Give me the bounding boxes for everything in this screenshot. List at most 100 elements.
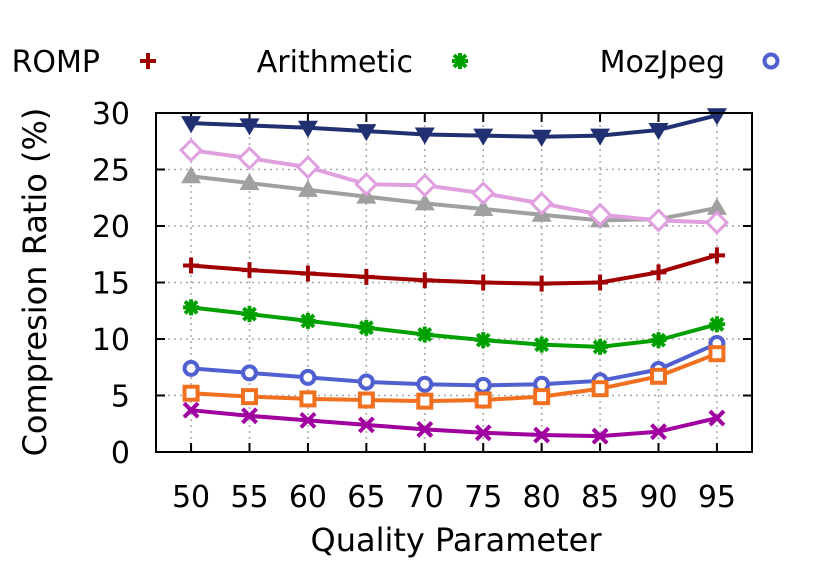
data-point — [592, 274, 609, 291]
data-point — [474, 391, 492, 409]
data-point — [704, 210, 730, 235]
legend-marker-symbol — [452, 53, 468, 69]
data-point — [706, 197, 727, 215]
data-point — [241, 306, 258, 323]
legend-label-arithmetic: Arithmetic — [257, 45, 413, 80]
legend-label-romp: ROMP — [12, 45, 100, 80]
series-line — [190, 113, 718, 139]
data-point — [648, 122, 669, 140]
data-point — [416, 392, 434, 410]
series-2 — [182, 335, 726, 394]
data-point — [646, 208, 671, 233]
data-point — [240, 364, 258, 382]
data-point — [178, 138, 204, 163]
data-point — [474, 424, 492, 442]
data-point — [299, 265, 316, 282]
data-point — [592, 338, 609, 355]
series-line — [190, 341, 718, 388]
series-line — [190, 148, 718, 225]
data-point — [414, 193, 435, 211]
series-1 — [183, 299, 725, 355]
data-point — [297, 120, 318, 138]
legend-marker-symbol — [140, 53, 156, 69]
data-point — [533, 388, 551, 406]
data-point — [182, 384, 200, 402]
legend-marker-romp — [140, 53, 156, 69]
data-point — [299, 368, 317, 386]
x-tick-label: 95 — [698, 480, 736, 515]
data-point — [358, 268, 375, 285]
data-point — [356, 124, 377, 142]
y-tick-label: 15 — [92, 267, 130, 302]
data-point — [181, 116, 202, 134]
x-tick-label: 75 — [464, 480, 502, 515]
data-point — [414, 127, 435, 145]
data-point — [533, 426, 551, 444]
data-point — [708, 345, 726, 363]
data-point — [529, 191, 554, 216]
data-point — [475, 332, 492, 349]
x-tick-label: 55 — [230, 480, 268, 515]
data-point — [473, 128, 494, 146]
x-tick-label: 90 — [639, 480, 677, 515]
data-point — [650, 423, 667, 441]
data-point — [182, 401, 200, 419]
y-tick-label: 25 — [92, 154, 130, 189]
data-point — [182, 359, 200, 377]
x-tick-label: 85 — [581, 480, 619, 515]
series-0 — [183, 247, 725, 292]
data-point — [416, 326, 433, 343]
series-layer — [178, 108, 730, 445]
data-point — [416, 272, 433, 289]
data-point — [474, 376, 492, 394]
data-point — [533, 275, 550, 292]
data-point — [416, 375, 434, 393]
y-tick-label: 5 — [111, 380, 130, 415]
y-axis-ticks: 0 5 10 15 20 25 30 — [92, 97, 752, 471]
data-point — [237, 146, 262, 171]
legend-marker-mozjpeg — [762, 52, 780, 70]
legend-marker-arithmetic — [452, 53, 468, 69]
series-line — [190, 253, 718, 286]
x-axis-label: Quality Parameter — [311, 521, 603, 559]
legend-label-mozjpeg: MozJpeg — [600, 45, 725, 80]
data-point — [416, 420, 434, 438]
data-point — [297, 179, 318, 197]
series-line — [190, 351, 718, 404]
y-tick-label: 30 — [92, 97, 130, 132]
data-point — [241, 407, 258, 425]
y-axis-label: Compresion Ratio (%) — [16, 108, 54, 457]
data-point — [473, 199, 494, 217]
data-point — [240, 388, 258, 406]
data-point — [708, 316, 725, 333]
data-point — [650, 332, 667, 349]
data-point — [299, 411, 317, 429]
series-line — [190, 408, 718, 439]
x-tick-label: 80 — [523, 480, 561, 515]
x-tick-label: 65 — [347, 480, 385, 515]
data-point — [708, 247, 725, 264]
data-point — [650, 264, 667, 281]
x-tick-label: 70 — [406, 480, 444, 515]
data-point — [239, 118, 260, 136]
plot-frame — [155, 112, 753, 453]
data-point — [299, 312, 316, 329]
legend-marker-symbol — [762, 52, 780, 70]
data-point — [591, 427, 609, 445]
data-point — [587, 202, 613, 227]
series-4 — [182, 401, 726, 445]
legend: ROMP Arithmetic MozJpeg — [12, 45, 780, 80]
data-point — [181, 166, 202, 184]
data-point — [475, 274, 492, 291]
data-point — [299, 390, 317, 408]
data-point — [183, 257, 200, 274]
series-line — [190, 174, 718, 223]
data-point — [183, 299, 200, 316]
series-7 — [181, 108, 727, 147]
data-point — [650, 367, 668, 385]
data-point — [531, 129, 552, 147]
x-tick-label: 60 — [289, 480, 327, 515]
x-tick-label: 50 — [172, 480, 210, 515]
data-point — [708, 409, 726, 427]
